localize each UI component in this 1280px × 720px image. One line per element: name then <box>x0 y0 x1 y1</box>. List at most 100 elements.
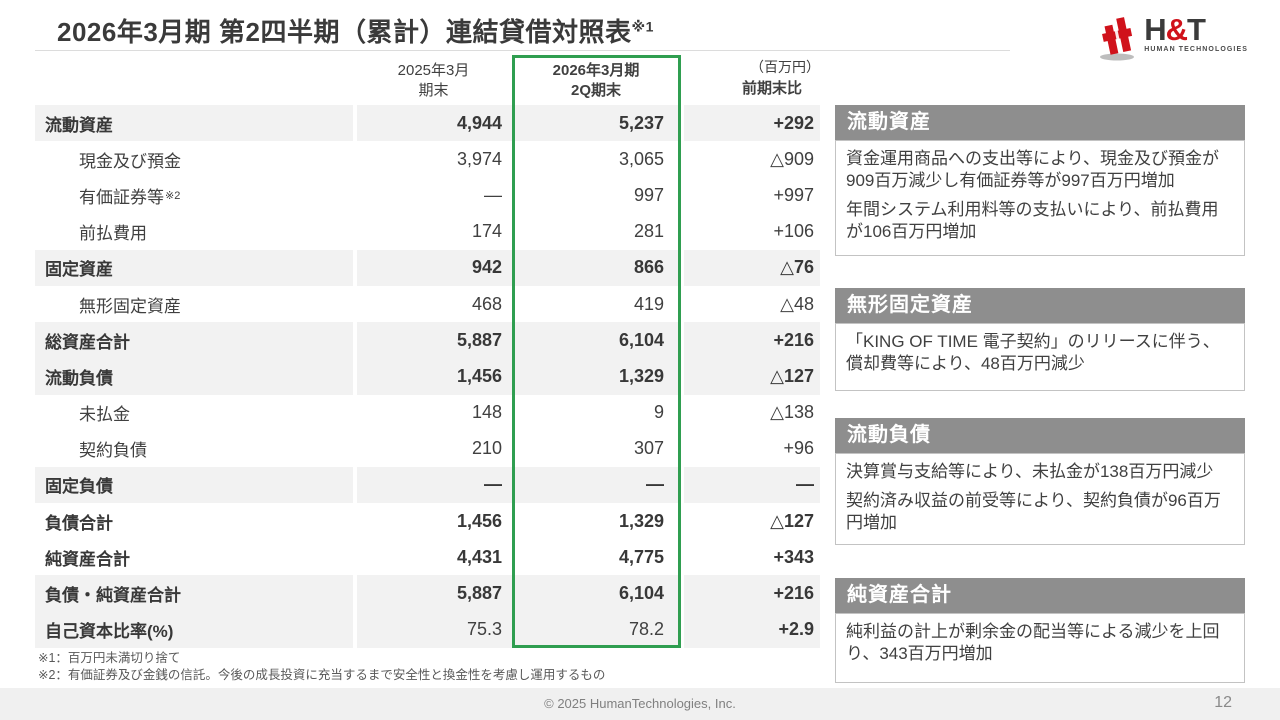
value-diff: △138 <box>770 402 814 423</box>
row-label-text: 未払金 <box>79 405 130 425</box>
footnotes: ※1：百万円未満切り捨て ※2：有価証券及び金銭の信託。今後の成長投資に充当するま… <box>38 650 605 684</box>
commentary-panel-title: 流動負債 <box>835 418 1245 453</box>
value-diff: +96 <box>783 438 814 459</box>
row-label: 総資産合計 <box>35 322 353 359</box>
commentary-panel: 無形固定資産 「KING OF TIME 電子契約」のリリースに伴う、償却費等に… <box>835 288 1245 391</box>
commentary-paragraph: 年間システム利用料等の支払いにより、前払費用が106百万円増加 <box>846 200 1219 242</box>
commentary-panel-body: 資金運用商品への支出等により、現金及び預金が909百万減少し有価証券等が997百… <box>835 140 1245 256</box>
value-diff: △48 <box>780 293 814 314</box>
row-label-text: 固定負債 <box>45 477 113 497</box>
table-row: 負債・純資産合計 5,887 6,104 +216 <box>35 575 820 612</box>
value-current-period: 1,329 <box>618 510 664 531</box>
column-header-prev-period: 2025年3月 期末 <box>357 61 510 100</box>
row-label: 流動負債 <box>35 358 353 395</box>
col-prev-line1: 2025年3月 <box>397 62 470 79</box>
row-label: 負債合計 <box>35 503 353 539</box>
value-prev-period: 5,887 <box>357 575 510 612</box>
row-label: 負債・純資産合計 <box>35 575 353 612</box>
value-diff: — <box>684 466 820 504</box>
logo-letter-h: H <box>1144 12 1166 47</box>
footnote-line: ※1：百万円未満切り捨て <box>38 651 181 665</box>
table-row: 自己資本比率(%) 75.3 78.2 +2.9 <box>35 611 820 648</box>
footer-bar: © 2025 HumanTechnologies, Inc. 12 <box>0 688 1280 720</box>
value-prev-period: 210 <box>471 438 502 459</box>
company-logo: H&T HUMAN TECHNOLOGIES <box>1094 14 1248 67</box>
page-number: 12 <box>1214 694 1232 711</box>
table-row: 固定負債 — — — <box>35 466 820 504</box>
col-curr-line1: 2026年3月期 <box>552 62 640 79</box>
table-row: 有価証券等 ※2 — 997 +997 <box>35 177 820 213</box>
value-prev-period: — <box>357 466 510 504</box>
copyright-text: © 2025 HumanTechnologies, Inc. <box>544 696 736 711</box>
value-current-period: 997 <box>633 184 664 205</box>
value-diff: +292 <box>684 105 820 142</box>
table-row: 前払費用 174 281 +106 <box>35 214 820 250</box>
table-row: 契約負債 210 307 +96 <box>35 431 820 467</box>
row-label: 無形固定資産 <box>35 286 353 322</box>
row-label-text: 固定資産 <box>45 260 113 280</box>
table-row: 無形固定資産 468 419 △48 <box>35 286 820 322</box>
row-label: 有価証券等 ※2 <box>35 177 353 213</box>
balance-sheet-table: 流動資産 4,944 5,237 +292 現金及び預金 3,974 3,065… <box>35 105 820 648</box>
value-prev-period: 5,887 <box>357 322 510 359</box>
commentary-panel-body: 決算賞与支給等により、未払金が138百万円減少 契約済み収益の前受等により、契約負… <box>835 453 1245 545</box>
value-current-period: 6,104 <box>510 322 680 359</box>
table-row: 流動資産 4,944 5,237 +292 <box>35 105 820 142</box>
row-label: 固定資産 <box>35 249 353 286</box>
value-prev-period: 942 <box>357 249 510 286</box>
commentary-panel: 流動負債 決算賞与支給等により、未払金が138百万円減少 契約済み収益の前受等によ… <box>835 418 1245 545</box>
commentary-panel-title: 無形固定資産 <box>835 288 1245 323</box>
table-row: 固定資産 942 866 △76 <box>35 249 820 286</box>
row-label: 流動資産 <box>35 105 353 142</box>
value-prev-period: 4,944 <box>357 105 510 142</box>
value-current-period: 9 <box>653 402 664 423</box>
row-label-text: 負債合計 <box>45 513 113 533</box>
value-diff: +343 <box>773 546 814 567</box>
page-title: 2026年3月期 第2四半期（累計）連結貸借対照表※1 <box>57 12 654 49</box>
commentary-panel-title: 純資産合計 <box>835 578 1245 613</box>
commentary-paragraph: 「KING OF TIME 電子契約」のリリースに伴う、償却費等により、48百万… <box>846 332 1220 374</box>
value-current-period: 78.2 <box>510 611 680 648</box>
title-divider <box>35 50 1010 51</box>
value-diff: +216 <box>684 322 820 359</box>
commentary-panel: 流動資産 資金運用商品への支出等により、現金及び預金が909百万減少し有価証券等… <box>835 105 1245 256</box>
row-label-text: 負債・純資産合計 <box>45 586 181 606</box>
row-label-text: 総資産合計 <box>45 332 130 352</box>
commentary-panel-title: 流動資産 <box>835 105 1245 140</box>
value-current-period: 307 <box>633 438 664 459</box>
table-row: 負債合計 1,456 1,329 △127 <box>35 503 820 539</box>
row-label-text: 自己資本比率(%) <box>45 622 174 642</box>
row-label-text: 前払費用 <box>79 224 147 244</box>
commentary-panel-body: 「KING OF TIME 電子契約」のリリースに伴う、償却費等により、48百万… <box>835 323 1245 391</box>
value-prev-period: — <box>484 184 502 205</box>
value-diff: △127 <box>770 510 814 531</box>
commentary-paragraph: 純利益の計上が剰余金の配当等による減少を上回り、343百万円増加 <box>846 622 1220 664</box>
column-header-diff: （百万円） 前期末比 <box>684 57 820 98</box>
row-label: 現金及び預金 <box>35 141 353 177</box>
logo-ht-text: H&T <box>1144 12 1206 47</box>
row-label: 純資産合計 <box>35 539 353 575</box>
table-row: 未払金 148 9 △138 <box>35 395 820 431</box>
logo-letter-t: T <box>1186 12 1206 47</box>
logo-ampersand: & <box>1165 12 1188 47</box>
value-current-period: 1,329 <box>510 358 680 395</box>
row-label: 契約負債 <box>35 431 353 467</box>
value-prev-period: 148 <box>471 402 502 423</box>
row-label-text: 契約負債 <box>79 441 147 461</box>
value-prev-period: 1,456 <box>357 358 510 395</box>
value-current-period: 5,237 <box>510 105 680 142</box>
row-label: 前払費用 <box>35 214 353 250</box>
commentary-paragraph: 資金運用商品への支出等により、現金及び預金が909百万減少し有価証券等が997百… <box>846 149 1219 191</box>
table-header: 2025年3月 期末 2026年3月期 2Q期末 （百万円） 前期末比 <box>35 55 820 105</box>
table-row: 総資産合計 5,887 6,104 +216 <box>35 322 820 359</box>
table-row: 現金及び預金 3,974 3,065 △909 <box>35 141 820 177</box>
value-diff: +216 <box>684 575 820 612</box>
commentary-paragraph: 決算賞与支給等により、未払金が138百万円減少 <box>846 462 1214 481</box>
value-diff: △76 <box>684 249 820 286</box>
row-label-text: 流動負債 <box>45 368 113 388</box>
logo-hash-icon <box>1094 14 1140 67</box>
row-label: 未払金 <box>35 395 353 431</box>
unit-label: （百万円） <box>750 59 820 75</box>
value-prev-period: 174 <box>471 221 502 242</box>
